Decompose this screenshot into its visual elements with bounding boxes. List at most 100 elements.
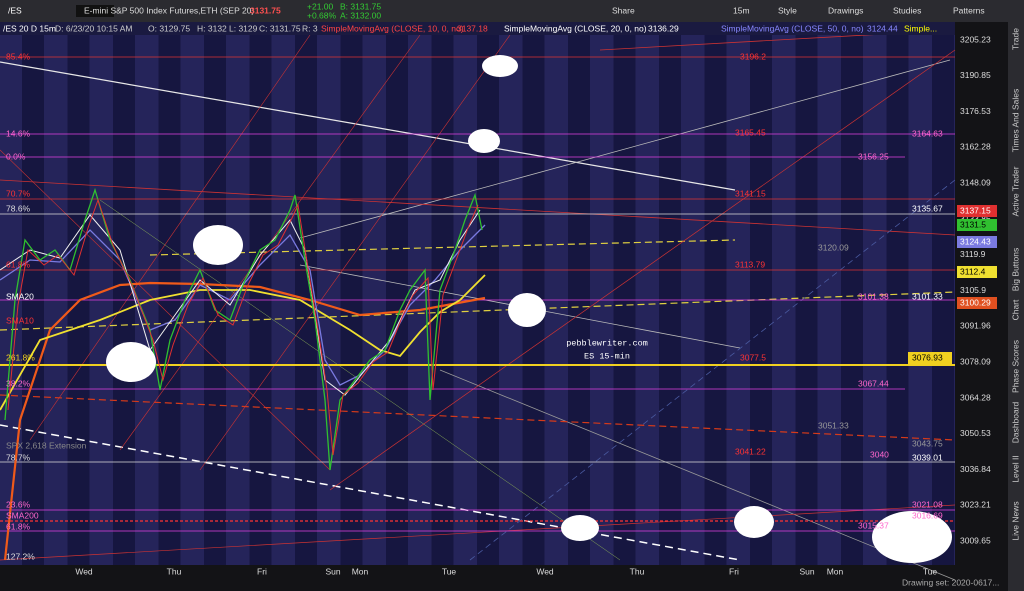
- study-item: L: 3129: [229, 23, 258, 33]
- description: E-mini S&P 500 Index Futures,ETH (SEP 20…: [84, 5, 254, 15]
- price-tick-label: 3105.9: [960, 285, 986, 295]
- level-label: 3101.38: [858, 291, 889, 301]
- sidebar-tab[interactable]: Trade: [1010, 28, 1020, 50]
- fib-label: 78.6%: [6, 203, 31, 213]
- level-label: 3141.15: [735, 188, 766, 198]
- price-badge: [957, 219, 997, 231]
- price-tick-label: 3190.85: [960, 70, 991, 80]
- price-tick-label: 3091.96: [960, 321, 991, 331]
- level-label: 3120.09: [818, 242, 849, 252]
- level-label: 3021.08: [912, 499, 943, 509]
- level-label: 3041.22: [735, 446, 766, 456]
- time-label: Mon: [352, 566, 369, 576]
- time-axis: [0, 565, 955, 591]
- sidebar-tab[interactable]: Active Trader: [1010, 166, 1020, 216]
- fib-label: SMA200: [6, 510, 39, 520]
- study-item: R: 3: [302, 23, 318, 33]
- fib-label: 127.2%: [6, 551, 35, 561]
- study-bar: [0, 22, 955, 35]
- time-label: Tue: [923, 566, 938, 576]
- time-label: Wed: [75, 566, 93, 576]
- fib-label: SPX 2,618 Extension: [6, 440, 87, 450]
- sidebar-tab[interactable]: Chart: [1010, 299, 1020, 320]
- price-badge-label: 3100.29: [960, 297, 991, 307]
- price-tick-label: 3133.85: [960, 213, 991, 223]
- level-label: 3165.45: [735, 127, 766, 137]
- time-label: Thu: [630, 566, 645, 576]
- toolbar-button[interactable]: Studies: [893, 5, 921, 15]
- level-label: 3076.93: [912, 352, 943, 362]
- highlight-markers: [106, 55, 952, 563]
- level-label: 3196.2: [740, 51, 766, 61]
- price-tick-label: 3162.28: [960, 142, 991, 152]
- fib-label: 0.0%: [6, 151, 26, 161]
- level-label: 3101.33: [912, 291, 943, 301]
- time-label: Fri: [257, 566, 267, 576]
- price-badge-label: 3124.43: [960, 236, 991, 246]
- study-item: 3136.29: [648, 23, 679, 33]
- price-tick-label: 3176.53: [960, 106, 991, 116]
- last-price: 3131.75: [250, 5, 281, 15]
- study-item: D: 6/23/20 10:15 AM: [55, 23, 133, 33]
- level-label: 3039.01: [912, 452, 943, 462]
- price-badge: [957, 236, 997, 248]
- watermark: ES 15-min: [584, 351, 630, 361]
- sidebar-tab[interactable]: Live News: [1010, 501, 1020, 540]
- ask: A: 3132.00: [340, 10, 381, 20]
- price-tick-label: 3148.09: [960, 177, 991, 187]
- time-label: Fri: [729, 566, 739, 576]
- time-label: Wed: [536, 566, 554, 576]
- sidebar-tab[interactable]: Dashboard: [1010, 401, 1020, 443]
- fib-label: 14.6%: [6, 128, 31, 138]
- fib-label: 61.8%: [6, 521, 31, 531]
- price-badge: [957, 297, 997, 309]
- fib-label: SMA20: [6, 291, 34, 301]
- price-badge: [957, 266, 997, 278]
- study-item: 3124.44: [867, 23, 898, 33]
- level-label: 3135.67: [912, 203, 943, 213]
- sidebar-tab[interactable]: Level II: [1010, 455, 1020, 482]
- price-tick-label: 3036.84: [960, 464, 991, 474]
- toolbar: [0, 0, 1024, 22]
- price-tick-label: 3009.65: [960, 535, 991, 545]
- fib-label: 61.8%: [6, 259, 31, 269]
- price-tick-label: 3119.9: [960, 249, 986, 259]
- level-label: 3164.63: [912, 128, 943, 138]
- level-highlight: [908, 352, 952, 364]
- level-label: 3051.33: [818, 420, 849, 430]
- level-label: 3043.75: [912, 438, 943, 448]
- study-item: SimpleMovingAvg (CLOSE, 20, 0, no): [504, 23, 647, 33]
- level-label: 3040: [870, 449, 889, 459]
- toolbar-button[interactable]: 15m: [733, 5, 750, 15]
- study-item: 3137.18: [457, 23, 488, 33]
- price-badge-label: 3131.5: [960, 219, 986, 229]
- toolbar-button[interactable]: Share: [612, 5, 635, 15]
- drawing-set: Drawing set: 2020-0617...: [902, 577, 999, 587]
- sidebar-tab[interactable]: Times And Sales: [1010, 89, 1020, 152]
- change: +21.00: [307, 1, 334, 11]
- study-item: /ES 20 D 15m: [3, 23, 56, 33]
- study-item: SimpleMovingAvg (CLOSE, 10, 0, no): [321, 23, 464, 33]
- symbol: /ES: [8, 5, 22, 15]
- sidebar-tab[interactable]: Big Buttons: [1010, 248, 1020, 291]
- price-badge-label: 3137.15: [960, 205, 991, 215]
- level-label: 3156.25: [858, 151, 889, 161]
- price-badge-label: 3112.4: [960, 266, 986, 276]
- time-label: Sun: [799, 566, 814, 576]
- study-item: C: 3131.75: [259, 23, 301, 33]
- toolbar-button[interactable]: Patterns: [953, 5, 985, 15]
- toolbar-button[interactable]: Style: [778, 5, 797, 15]
- drawings: [0, 29, 956, 581]
- price-tick-label: 3205.23: [960, 34, 991, 44]
- toolbar-button[interactable]: Drawings: [828, 5, 863, 15]
- level-label: 3077.5: [740, 352, 766, 362]
- fib-label: 261.8%: [6, 352, 35, 362]
- fib-label: 78.7%: [6, 452, 31, 462]
- price-badge: [957, 205, 997, 217]
- time-label: Tue: [442, 566, 457, 576]
- price-tick-label: 3078.09: [960, 356, 991, 366]
- sidebar-tab[interactable]: Phase Scores: [1010, 340, 1020, 393]
- last-price-box: [76, 5, 114, 17]
- sidebar: [1008, 0, 1024, 591]
